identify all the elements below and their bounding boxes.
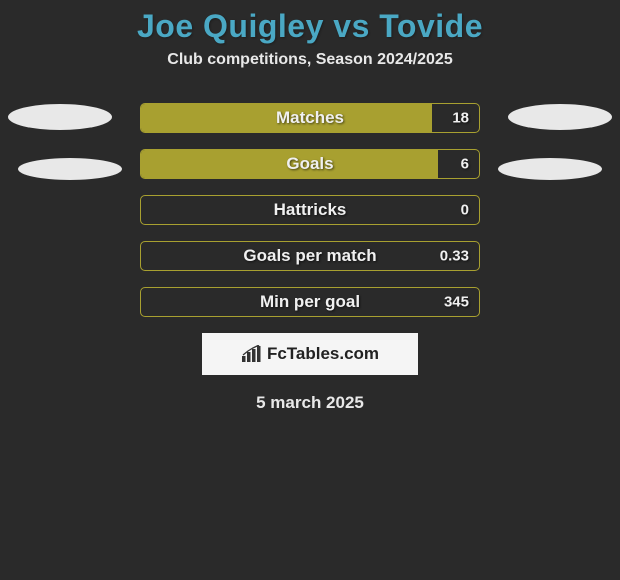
brand-text: FcTables.com [267,344,379,364]
bar-label: Min per goal [260,292,360,312]
bar-row-hattricks: Hattricks 0 [140,195,480,225]
bars-chart-icon [241,345,263,363]
player1-avatar-top [8,104,112,130]
bar-label: Goals per match [243,246,376,266]
player2-avatar-bottom [498,158,602,180]
player1-name: Joe Quigley [137,8,324,44]
page-title: Joe Quigley vs Tovide [0,0,620,51]
comparison-card: Joe Quigley vs Tovide Club competitions,… [0,0,620,413]
bar-label: Matches [276,108,344,128]
player2-name: Tovide [379,8,483,44]
bar-row-goals: Goals 6 [140,149,480,179]
vs-text: vs [333,8,370,44]
bar-value-right: 18 [452,110,469,127]
bar-value-right: 0.33 [440,248,469,265]
bar-row-matches: Matches 18 [140,103,480,133]
bar-label: Goals [286,154,333,174]
player1-avatar-bottom [18,158,122,180]
stats-area: Matches 18 Goals 6 Hattricks 0 Goals per… [0,85,620,413]
bar-row-min-per-goal: Min per goal 345 [140,287,480,317]
bar-value-right: 345 [444,294,469,311]
bar-row-goals-per-match: Goals per match 0.33 [140,241,480,271]
subtitle: Club competitions, Season 2024/2025 [0,51,620,85]
date-text: 5 march 2025 [0,375,620,413]
bar-value-right: 0 [461,202,469,219]
player2-avatar-top [508,104,612,130]
brand-box[interactable]: FcTables.com [202,333,418,375]
brand-inner: FcTables.com [241,344,379,364]
bar-label: Hattricks [274,200,347,220]
bar-value-right: 6 [461,156,469,173]
